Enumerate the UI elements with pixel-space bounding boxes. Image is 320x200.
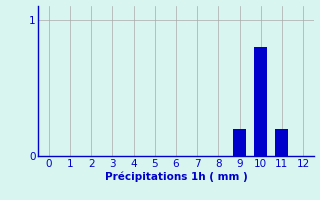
Bar [233,129,246,156]
X-axis label: Précipitations 1h ( mm ): Précipitations 1h ( mm ) [105,172,247,182]
Bar [254,47,267,156]
Bar [276,129,288,156]
